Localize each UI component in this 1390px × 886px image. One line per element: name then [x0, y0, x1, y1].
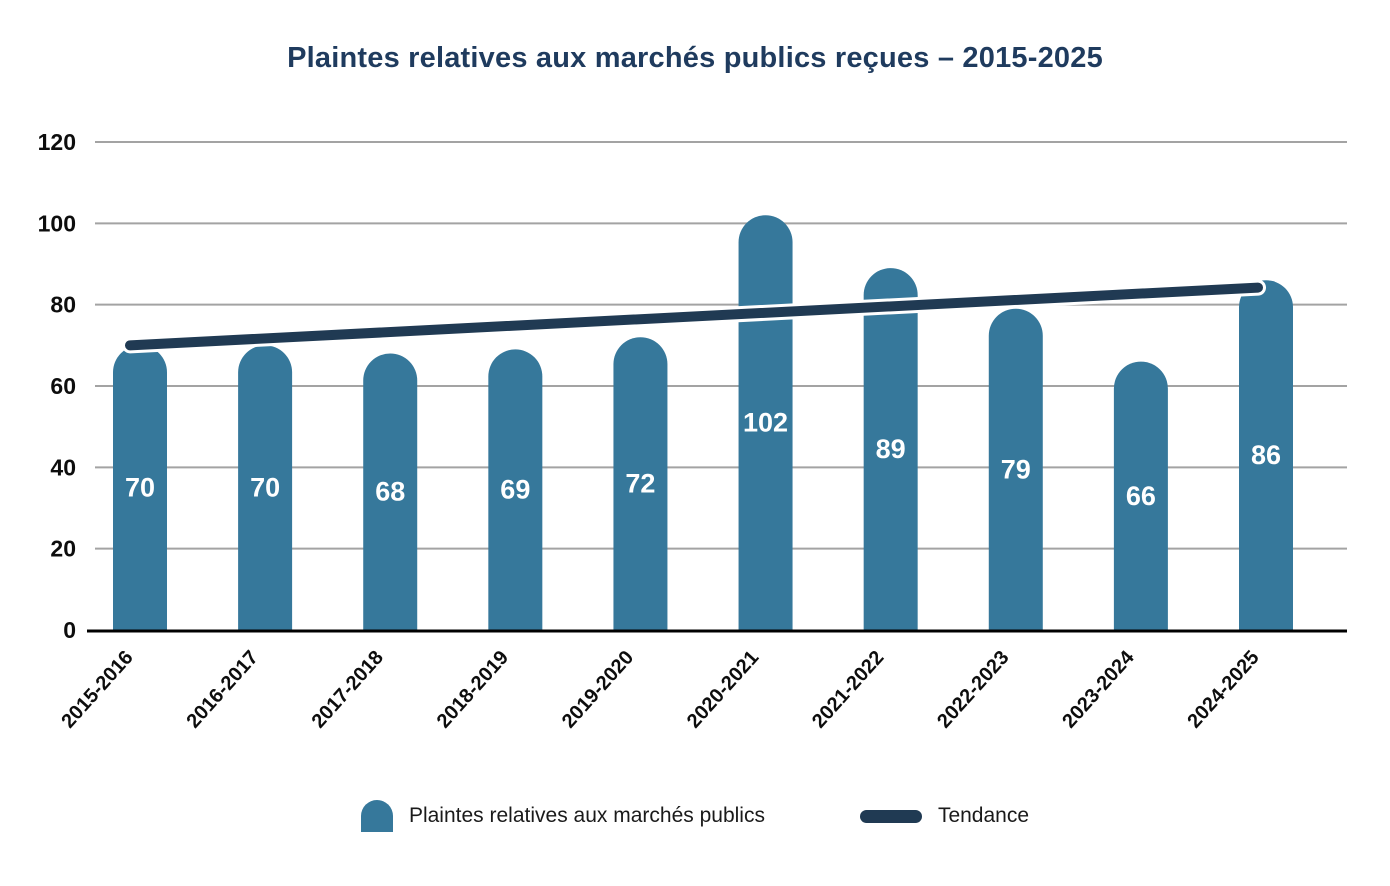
legend-label-trend: Tendance — [937, 804, 1030, 827]
bar-2023-2024 — [1113, 361, 1168, 630]
bar-2019-2020 — [613, 337, 668, 630]
x-axis-tick-label: 2021-2022 — [808, 647, 888, 733]
bar-value-label: 86 — [1251, 440, 1281, 470]
trend-line-swatch-icon — [859, 809, 922, 823]
x-axis-tick-label: 2016-2017 — [182, 647, 262, 733]
x-axis-tick-label: 2023-2024 — [1058, 646, 1139, 732]
bar-value-label: 89 — [876, 434, 906, 464]
bar-value-label: 68 — [375, 477, 405, 507]
x-axis-tick-label: 2020-2021 — [683, 647, 763, 733]
x-axis-tick-label: 2018-2019 — [433, 647, 513, 733]
x-axis-tick-label: 2019-2020 — [558, 647, 638, 733]
legend-item-bars: Plaintes relatives aux marchés publics — [360, 800, 765, 832]
bar-2016-2017 — [238, 345, 293, 630]
y-axis-tick-label: 60 — [50, 373, 76, 399]
bar-value-label: 70 — [250, 473, 280, 503]
y-axis-tick-label: 120 — [38, 129, 76, 155]
bar-value-label: 102 — [743, 408, 788, 438]
bar-2022-2023 — [988, 308, 1043, 630]
x-axis-tick-label: 2022-2023 — [933, 647, 1013, 733]
trend-line — [125, 282, 1263, 351]
bar-2015-2016 — [113, 345, 167, 630]
bar-chart: 0 20 40 60 80 100 120 70 2015-2016 70 2016-2017 68 2… — [38, 129, 1347, 733]
bar-2024-2025 — [1239, 280, 1293, 630]
legend: Plaintes relatives aux marchés publics T… — [0, 800, 1390, 832]
x-axis-tick-label: 2017-2018 — [308, 647, 388, 733]
y-axis-tick-label: 40 — [50, 454, 76, 480]
bar-value-label: 70 — [125, 473, 155, 503]
legend-label-bars: Plaintes relatives aux marchés publics — [408, 804, 765, 827]
x-axis-tick-label: 2015-2016 — [57, 647, 137, 733]
bar-series-swatch-icon — [360, 800, 393, 832]
y-axis-tick-label: 80 — [50, 292, 76, 318]
y-axis-tick-label: 100 — [38, 210, 76, 236]
bar-2021-2022 — [863, 268, 918, 630]
legend-item-trend: Tendance — [859, 804, 1030, 828]
y-axis-tick-label: 20 — [50, 536, 76, 562]
bar-value-label: 69 — [500, 475, 530, 505]
bar-2017-2018 — [363, 353, 418, 630]
bar-value-label: 66 — [1126, 481, 1156, 511]
bar-value-label: 72 — [625, 469, 655, 499]
y-axis-tick-label: 0 — [63, 617, 76, 643]
chart-title: Plaintes relatives aux marchés publics r… — [287, 42, 1103, 74]
bar-value-label: 79 — [1001, 454, 1031, 484]
x-axis-tick-label: 2024-2025 — [1183, 647, 1263, 733]
bar-2018-2019 — [488, 349, 543, 630]
